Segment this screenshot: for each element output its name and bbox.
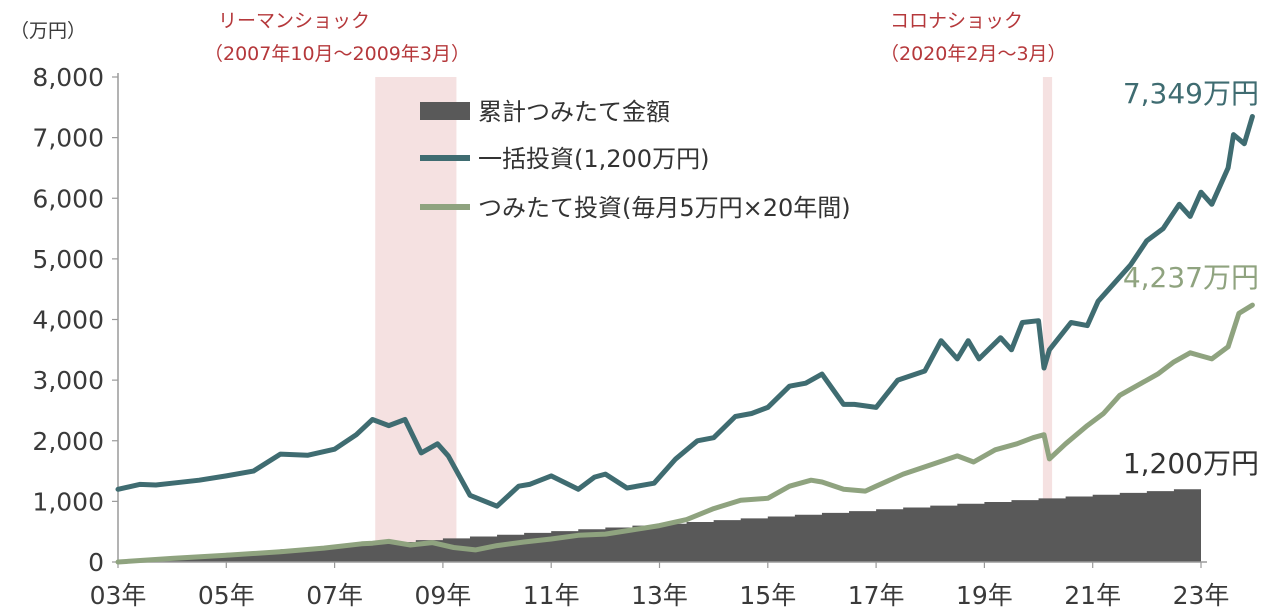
x-tick-label: 07年 bbox=[306, 581, 363, 610]
legend-swatch-cumulative bbox=[420, 102, 470, 120]
x-tick-label: 21年 bbox=[1064, 581, 1121, 610]
end-label-cumulative: 1,200万円 bbox=[1123, 447, 1259, 480]
y-tick-label: 0 bbox=[88, 548, 104, 577]
axis-layer: 0 1,000 2,000 3,000 4,000 5,000 6,000 7,000 8,00… bbox=[32, 63, 1229, 610]
x-tick-label: 15年 bbox=[739, 581, 796, 610]
corona-shock-title: コロナショック bbox=[890, 10, 1023, 32]
y-tick-label: 3,000 bbox=[32, 366, 104, 395]
x-tick-label: 19年 bbox=[956, 581, 1013, 610]
legend-label-lump-sum: 一括投資(1,200万円) bbox=[478, 145, 709, 173]
legend-label-cumulative: 累計つみたて金額 bbox=[478, 98, 670, 126]
end-label-lump-sum: 7,349万円 bbox=[1123, 77, 1259, 110]
x-tick-label: 11年 bbox=[523, 581, 580, 610]
x-tick-label: 23年 bbox=[1173, 581, 1230, 610]
lehman-shock-title: リーマンショック bbox=[218, 10, 370, 32]
shock-bands bbox=[375, 77, 1053, 562]
lehman-shock-period: （2007年10月～2009年3月） bbox=[204, 43, 470, 65]
y-tick-label: 8,000 bbox=[32, 63, 104, 92]
lump-sum-line bbox=[115, 114, 1255, 509]
y-tick-label: 4,000 bbox=[32, 306, 104, 335]
monthly-investment-line bbox=[115, 302, 1255, 565]
y-tick-label: 5,000 bbox=[32, 245, 104, 274]
series-lines bbox=[115, 114, 1255, 565]
x-tick-label: 05年 bbox=[198, 581, 255, 610]
x-tick-label: 03年 bbox=[90, 581, 147, 610]
x-tick-label: 13年 bbox=[631, 581, 688, 610]
y-tick-label: 6,000 bbox=[32, 184, 104, 213]
x-tick-label: 17年 bbox=[848, 581, 905, 610]
end-label-monthly: 4,237万円 bbox=[1123, 261, 1259, 294]
y-tick-label: 1,000 bbox=[32, 487, 104, 516]
corona-shock-period: （2020年2月～3月） bbox=[880, 43, 1067, 65]
legend: 累計つみたて金額 一括投資(1,200万円) つみたて投資(毎月5万円×20年間… bbox=[420, 98, 851, 222]
shock-band-1 bbox=[1042, 77, 1053, 562]
y-tick-label: 7,000 bbox=[32, 124, 104, 153]
x-tick-label: 09年 bbox=[414, 581, 471, 610]
legend-label-monthly: つみたて投資(毎月5万円×20年間) bbox=[478, 194, 851, 222]
y-unit-label: （万円） bbox=[10, 20, 86, 42]
shock-band-0 bbox=[375, 77, 457, 562]
y-tick-label: 2,000 bbox=[32, 427, 104, 456]
